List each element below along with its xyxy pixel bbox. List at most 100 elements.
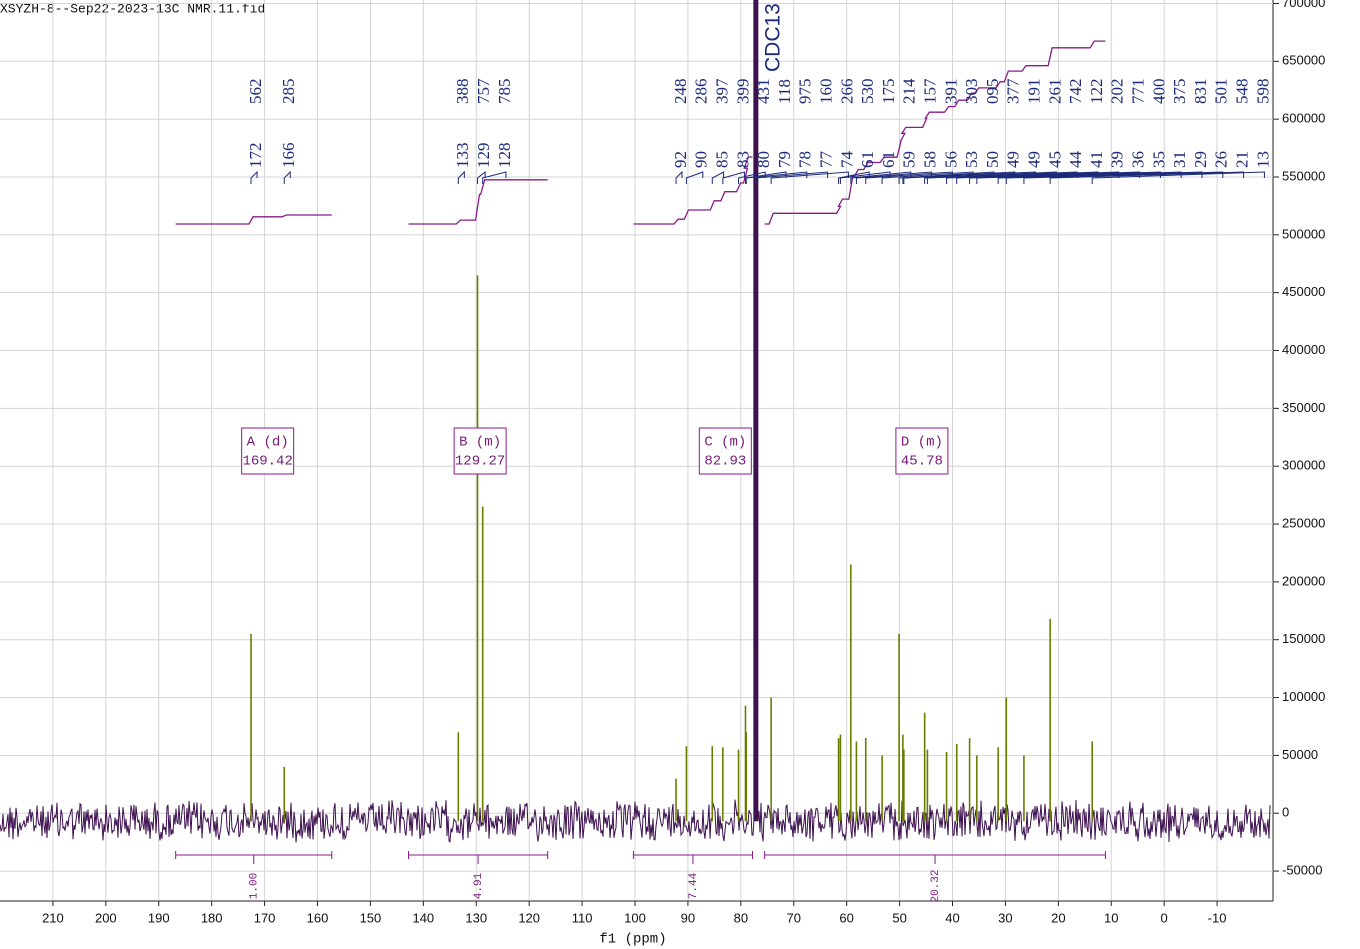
peak-label-whole: 26 — [1212, 151, 1231, 168]
y-tick-label: 450000 — [1282, 284, 1325, 299]
y-tick-label: 700000 — [1282, 0, 1325, 10]
peak-label-whole: 39 — [1108, 151, 1127, 168]
peak-label-frac: 388 — [453, 79, 472, 105]
x-tick-label: 160 — [307, 910, 329, 925]
peak-label-whole: 29 — [1191, 151, 1210, 168]
integral-curve — [175, 214, 332, 225]
peak-leader — [675, 170, 683, 184]
y-tick-label: 100000 — [1282, 689, 1325, 704]
peak-leader — [1005, 171, 1203, 184]
peak-label-frac: 501 — [1212, 79, 1231, 105]
integral-label: 20.32 — [930, 869, 942, 902]
peak-label-frac: 214 — [900, 78, 919, 104]
x-tick-label: 130 — [465, 910, 487, 925]
peak-label-whole: 49 — [1004, 151, 1023, 168]
peak-label-whole: 41 — [1087, 151, 1106, 168]
chart-title: XSYZH-8--Sep22-2023-13C NMR.11.fid — [0, 1, 265, 16]
solvent-label: CDC13 — [761, 3, 784, 72]
peak-label-frac: 160 — [817, 79, 836, 105]
peak-label-whole: 53 — [962, 151, 981, 168]
multiplet-label: D (m) — [901, 435, 943, 451]
x-tick-label: 170 — [254, 910, 276, 925]
peak-leader — [250, 170, 258, 184]
peak-label-frac: 399 — [733, 79, 752, 105]
peak-label-frac: 397 — [713, 78, 732, 104]
peak-leader — [457, 170, 465, 184]
multiplet-box — [698, 427, 752, 475]
peak-label-whole: 21 — [1233, 151, 1252, 168]
peak-label-whole: 74 — [837, 151, 856, 169]
multiplet-box — [241, 427, 295, 475]
peak-leader — [283, 170, 291, 184]
peak-label-whole: 77 — [817, 151, 836, 169]
peak-label-whole: 129 — [474, 143, 493, 169]
x-tick-label: 210 — [42, 910, 64, 925]
integral-label: 4.91 — [473, 872, 485, 899]
x-tick-label: 140 — [412, 910, 434, 925]
peak-label-frac: 248 — [671, 79, 690, 105]
peak-label-frac: 771 — [1129, 79, 1148, 105]
integral-curve — [764, 40, 1106, 225]
multiplet-label: A (d) — [247, 435, 289, 451]
y-tick-label: 150000 — [1282, 631, 1325, 646]
integral-curve — [633, 156, 753, 225]
peak-label-whole: 61 — [858, 151, 877, 168]
multiplet-box — [895, 427, 949, 475]
x-tick-label: 20 — [1051, 910, 1065, 925]
x-tick-label: 150 — [360, 910, 382, 925]
x-tick-label: 120 — [518, 910, 540, 925]
y-tick-label: 300000 — [1282, 458, 1325, 473]
peak-label-frac: 286 — [692, 79, 711, 105]
multiplet-shift: 129.27 — [455, 454, 505, 470]
y-tick-label: 50000 — [1282, 747, 1318, 762]
y-tick-label: 600000 — [1282, 111, 1325, 126]
y-tick-label: 550000 — [1282, 168, 1325, 183]
y-tick-label: -50000 — [1282, 863, 1322, 878]
peak-label-whole: 56 — [941, 151, 960, 168]
peak-leader — [711, 171, 725, 184]
y-tick-label: 350000 — [1282, 400, 1325, 415]
peak-label-frac: 785 — [495, 78, 514, 104]
peak-label-whole: 128 — [495, 142, 514, 168]
x-tick-label: 190 — [148, 910, 170, 925]
integral-label: 7.44 — [688, 872, 700, 899]
peak-label-frac: 400 — [1149, 79, 1168, 105]
y-tick-label: 650000 — [1282, 53, 1325, 68]
peak-label-whole: 31 — [1170, 151, 1189, 168]
peak-label-whole: 78 — [796, 151, 815, 168]
x-tick-label: 40 — [945, 910, 959, 925]
multiplet-box — [453, 427, 507, 475]
peak-leader — [755, 171, 829, 184]
x-tick-label: 60 — [839, 910, 853, 925]
peak-label-frac: 548 — [1233, 79, 1252, 105]
x-tick-label: 70 — [787, 910, 801, 925]
integral-bracket — [408, 851, 549, 864]
x-tick-label: 110 — [572, 910, 593, 925]
peak-label-whole: 44 — [1066, 151, 1085, 169]
x-tick-label: 50 — [892, 910, 906, 925]
peak-label-frac: 530 — [858, 79, 877, 105]
peak-label-frac: 377 — [1004, 78, 1023, 104]
peak-label-frac: 266 — [837, 79, 856, 105]
peak-label-whole: 49 — [1025, 151, 1044, 168]
x-tick-label: 180 — [201, 910, 223, 925]
peak-label-whole: 85 — [713, 151, 732, 168]
peak-leader — [722, 171, 745, 184]
peak-label-whole: 83 — [733, 151, 752, 168]
peak-label-whole: 50 — [983, 151, 1002, 168]
peak-label-frac: 757 — [474, 78, 493, 104]
peak-leader — [1091, 171, 1265, 184]
peak-label-whole: 92 — [671, 151, 690, 168]
peak-label-frac: 562 — [246, 79, 265, 105]
multiplet-shift: 45.78 — [901, 454, 943, 470]
peak-leader — [477, 170, 486, 184]
peak-label-frac: 391 — [941, 79, 960, 105]
peak-label-whole: 58 — [921, 151, 940, 168]
x-tick-label: 200 — [95, 910, 117, 925]
peak-label-whole: 36 — [1129, 151, 1148, 168]
peak-label-whole: 59 — [900, 151, 919, 168]
x-tick-label: 0 — [1161, 910, 1168, 925]
peak-label-frac: 191 — [1025, 79, 1044, 105]
peak-leader — [1049, 171, 1245, 184]
y-tick-label: 250000 — [1282, 515, 1325, 530]
